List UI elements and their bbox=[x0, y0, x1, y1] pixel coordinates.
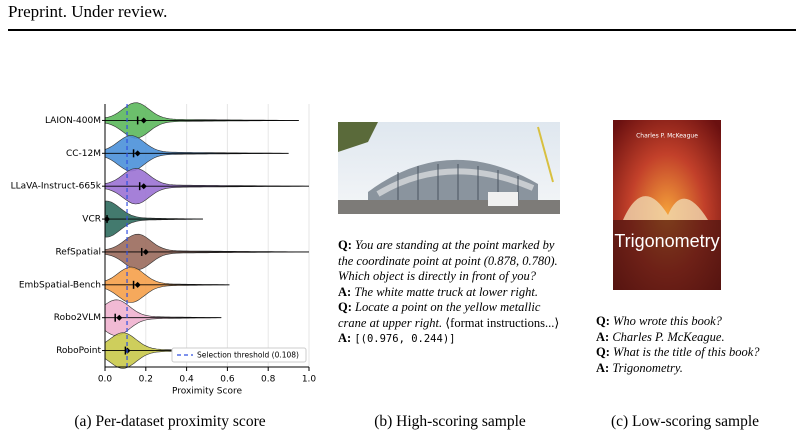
x-tick-label: 0.6 bbox=[220, 375, 235, 385]
qa-label: A: bbox=[596, 360, 610, 375]
qa-text: You are standing at the point marked by … bbox=[338, 238, 558, 283]
qa-item: A: The white matte truck at lower right. bbox=[338, 285, 566, 301]
qa-item: A: Charles P. McKeague. bbox=[596, 330, 796, 346]
qa-item: Q: You are standing at the point marked … bbox=[338, 238, 566, 285]
x-tick-label: 0.2 bbox=[139, 375, 153, 385]
caption: (b) High-scoring sample bbox=[374, 413, 526, 430]
high-sample-text: Q: You are standing at the point marked … bbox=[338, 238, 566, 348]
qa-item: A: Trigonometry. bbox=[596, 361, 796, 377]
y-tick-label: RoboPoint bbox=[56, 346, 101, 356]
legend-box bbox=[171, 347, 307, 363]
y-tick-label: CC-12M bbox=[66, 149, 101, 159]
qa-extra: ⟨format instructions...⟩ bbox=[445, 315, 560, 330]
mean-marker bbox=[116, 314, 123, 321]
x-tick-label: 0.4 bbox=[179, 375, 194, 385]
y-tick-label: Robo2VLM bbox=[54, 313, 101, 323]
qa-code: [(0.976, 0.244)] bbox=[354, 333, 456, 345]
y-tick-label: LAION-400M bbox=[45, 116, 101, 126]
book-author: Charles P. McKeague bbox=[636, 133, 698, 140]
qa-label: Q: bbox=[338, 300, 352, 314]
qa-text: Locate a point on the yellow metallic cr… bbox=[338, 300, 541, 330]
x-tick-label: 1.0 bbox=[302, 375, 317, 385]
mean-marker bbox=[134, 150, 141, 157]
qa-item: Q: What is the title of this book? bbox=[596, 345, 796, 361]
x-axis-label: Proximity Score bbox=[172, 387, 242, 397]
book-image: Charles P. McKeague Trigonometry bbox=[613, 120, 721, 290]
qa-label: A: bbox=[338, 284, 352, 299]
y-tick-label: EmbSpatial-Bench bbox=[19, 280, 101, 290]
mean-marker bbox=[134, 281, 141, 288]
qa-item: A: [(0.976, 0.244)] bbox=[338, 331, 566, 348]
violin-chart: 0.0 0.2 0.4 0.6 0.8 1.0 Proximity Score LAION-4… bbox=[11, 102, 317, 397]
mean-marker bbox=[142, 248, 149, 255]
caption: (c) Low-scoring sample bbox=[610, 413, 760, 430]
qa-text: Trigonometry. bbox=[612, 360, 683, 375]
qa-label: A: bbox=[338, 331, 352, 345]
header-rule bbox=[8, 29, 796, 31]
book-title: Trigonometry bbox=[614, 231, 719, 251]
qa-label: A: bbox=[596, 329, 610, 344]
qa-text: The white matte truck at lower right. bbox=[354, 284, 538, 299]
qa-text: Charles P. McKeague. bbox=[612, 329, 725, 344]
x-tick-label: 0.8 bbox=[261, 375, 276, 385]
legend-label: Selection threshold (0.108) bbox=[197, 351, 299, 360]
header: Preprint. Under review. bbox=[8, 2, 168, 21]
mean-marker bbox=[140, 183, 147, 190]
caption: (a) Per-dataset proximity score bbox=[74, 413, 266, 430]
qa-label: Q: bbox=[596, 314, 610, 328]
qa-label: Q: bbox=[338, 238, 352, 252]
low-sample-text: Q: Who wrote this book? A: Charles P. Mc… bbox=[596, 314, 796, 376]
qa-label: Q: bbox=[596, 345, 610, 359]
y-tick-label: RefSpatial bbox=[55, 247, 101, 257]
x-tick-label: 0.0 bbox=[98, 375, 113, 385]
qa-text: Who wrote this book? bbox=[613, 314, 722, 328]
qa-item: Q: Locate a point on the yellow metallic… bbox=[338, 300, 566, 331]
y-tick-label: LLaVA-Instruct-665k bbox=[11, 182, 102, 192]
mean-marker bbox=[140, 117, 147, 124]
y-tick-label: VCR bbox=[82, 215, 101, 225]
mean-marker bbox=[104, 216, 111, 223]
stadium-image bbox=[338, 122, 560, 214]
qa-text: What is the title of this book? bbox=[613, 345, 760, 359]
qa-item: Q: Who wrote this book? bbox=[596, 314, 796, 330]
